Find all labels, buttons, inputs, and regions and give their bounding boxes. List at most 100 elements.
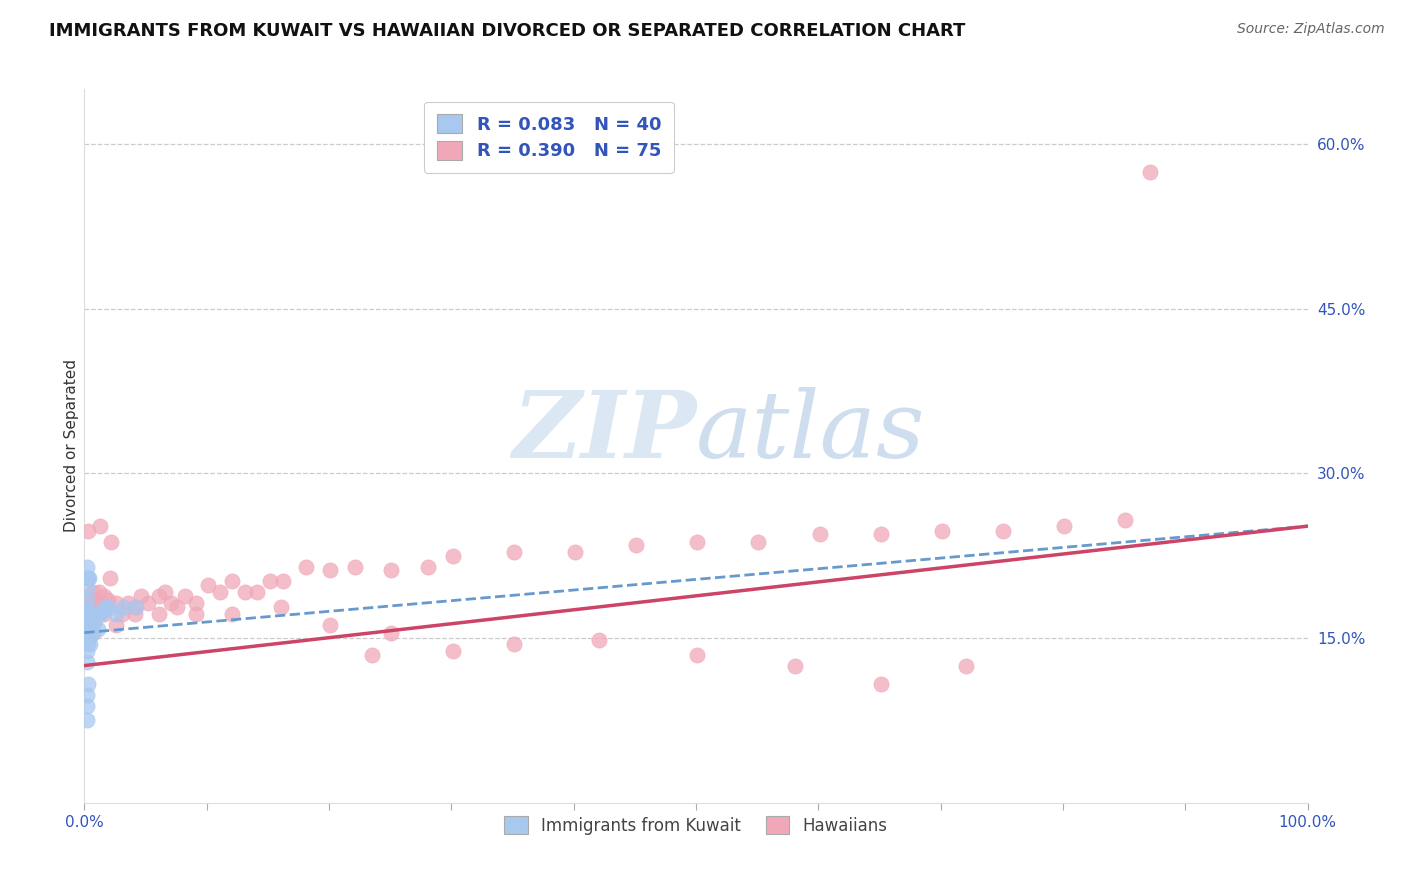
Point <box>441 549 464 563</box>
Point <box>80 607 103 621</box>
Point <box>77 609 100 624</box>
Point <box>105 607 128 621</box>
Point <box>955 658 977 673</box>
Point <box>77 677 100 691</box>
Point <box>93 607 115 621</box>
Point <box>89 607 111 621</box>
Point <box>76 592 98 607</box>
Point <box>124 607 146 621</box>
Point <box>94 600 117 615</box>
Point <box>77 604 100 618</box>
Point <box>125 600 148 615</box>
Point <box>686 648 709 662</box>
Point <box>343 559 366 574</box>
Point <box>82 585 104 599</box>
Point <box>869 677 891 691</box>
Text: atlas: atlas <box>696 387 925 476</box>
Point <box>76 699 98 714</box>
Point <box>100 534 122 549</box>
Point <box>76 571 98 585</box>
Point <box>76 604 98 618</box>
Point <box>319 563 342 577</box>
Point <box>84 592 107 607</box>
Point <box>184 607 207 621</box>
Point <box>319 618 342 632</box>
Point <box>82 618 104 632</box>
Point <box>93 590 115 604</box>
Point <box>502 545 524 559</box>
Point <box>783 658 806 673</box>
Point <box>1053 519 1076 533</box>
Point <box>1139 164 1161 178</box>
Y-axis label: Divorced or Separated: Divorced or Separated <box>63 359 79 533</box>
Point <box>77 637 100 651</box>
Point <box>76 714 98 728</box>
Point <box>77 625 100 640</box>
Point <box>87 585 110 599</box>
Point <box>233 585 256 599</box>
Point <box>79 615 101 629</box>
Legend: Immigrants from Kuwait, Hawaiians: Immigrants from Kuwait, Hawaiians <box>491 803 901 848</box>
Point <box>259 574 281 588</box>
Point <box>76 607 98 621</box>
Point <box>80 615 103 629</box>
Point <box>808 526 831 541</box>
Point <box>360 648 382 662</box>
Point <box>124 600 146 615</box>
Point <box>77 631 100 645</box>
Point <box>502 637 524 651</box>
Point <box>86 607 108 621</box>
Point <box>173 590 195 604</box>
Point <box>747 534 769 549</box>
Point <box>136 596 159 610</box>
Point <box>294 559 316 574</box>
Point <box>97 600 120 615</box>
Point <box>77 524 100 538</box>
Point <box>79 615 101 629</box>
Point <box>624 538 647 552</box>
Point <box>76 559 98 574</box>
Point <box>79 637 101 651</box>
Point <box>77 571 100 585</box>
Point <box>564 545 586 559</box>
Point <box>111 607 134 621</box>
Point <box>77 620 100 634</box>
Point <box>98 571 121 585</box>
Point <box>79 625 101 640</box>
Point <box>197 578 219 592</box>
Point <box>686 534 709 549</box>
Point <box>991 524 1014 538</box>
Point <box>416 559 439 574</box>
Point <box>87 623 110 637</box>
Point <box>79 600 101 615</box>
Point <box>112 600 135 615</box>
Point <box>380 625 402 640</box>
Point <box>83 615 105 629</box>
Point <box>1114 512 1136 526</box>
Point <box>77 615 100 629</box>
Point <box>76 688 98 702</box>
Point <box>931 524 953 538</box>
Point <box>82 607 104 621</box>
Point <box>97 592 120 607</box>
Text: IMMIGRANTS FROM KUWAIT VS HAWAIIAN DIVORCED OR SEPARATED CORRELATION CHART: IMMIGRANTS FROM KUWAIT VS HAWAIIAN DIVOR… <box>49 22 966 40</box>
Point <box>105 618 128 632</box>
Point <box>77 571 100 585</box>
Point <box>129 590 152 604</box>
Point <box>76 655 98 669</box>
Point <box>91 604 114 618</box>
Point <box>77 590 100 604</box>
Point <box>86 600 108 615</box>
Point <box>246 585 269 599</box>
Point <box>82 596 104 610</box>
Point <box>160 596 183 610</box>
Point <box>84 611 107 625</box>
Point <box>89 596 111 610</box>
Point <box>380 563 402 577</box>
Point <box>76 615 98 629</box>
Point <box>184 596 207 610</box>
Point <box>77 600 100 615</box>
Point <box>83 607 105 621</box>
Point <box>82 625 104 640</box>
Point <box>148 607 170 621</box>
